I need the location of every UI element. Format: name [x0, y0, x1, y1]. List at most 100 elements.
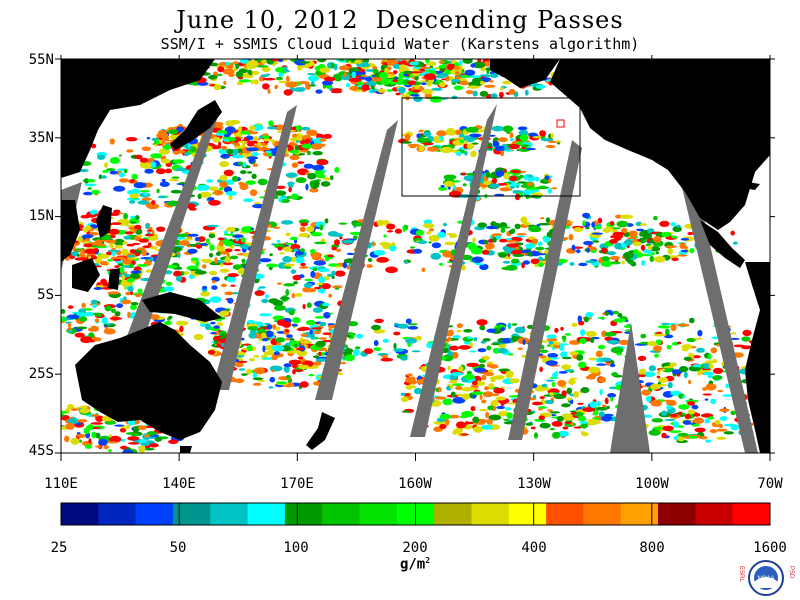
cloud-patch	[598, 376, 606, 383]
cloud-patch	[160, 158, 171, 164]
cloud-patch	[472, 90, 478, 97]
cloud-patch	[135, 293, 141, 298]
cloud-patch	[227, 273, 239, 278]
cloud-patch	[545, 379, 555, 382]
cloud-patch	[387, 66, 392, 71]
cloud-patch	[134, 224, 142, 230]
cloud-patch	[653, 333, 667, 337]
cloud-patch	[331, 275, 335, 279]
cloud-patch	[537, 241, 543, 246]
cloud-patch	[95, 415, 104, 422]
cloud-patch	[570, 377, 578, 380]
cloud-patch	[517, 347, 523, 350]
location-marker	[556, 119, 565, 128]
cloud-patch	[223, 233, 236, 236]
cloud-patch	[438, 81, 446, 88]
colorbar-swatch	[322, 503, 361, 525]
cloud-patch	[535, 84, 546, 89]
cloud-patch	[485, 225, 498, 230]
cloud-patch	[408, 88, 412, 91]
cloud-patch	[444, 178, 454, 182]
cloud-patch	[79, 405, 88, 409]
cloud-patch	[433, 135, 441, 142]
cloud-patch	[339, 236, 343, 240]
cloud-patch	[224, 248, 233, 253]
cloud-patch	[467, 242, 477, 249]
cloud-patch	[439, 423, 447, 430]
cloud-patch	[245, 135, 254, 141]
cloud-patch	[612, 231, 625, 237]
land-australia	[75, 322, 222, 440]
cloud-patch	[105, 251, 113, 256]
cloud-patch	[687, 401, 695, 406]
cloud-patch	[514, 223, 521, 230]
cloud-patch	[670, 222, 677, 227]
cloud-patch	[246, 344, 253, 352]
cloud-patch	[641, 260, 646, 266]
cloud-patch	[107, 441, 119, 444]
cloud-patch	[236, 355, 245, 358]
cloud-patch	[298, 274, 305, 279]
cloud-patch	[137, 200, 149, 205]
cloud-patch	[218, 240, 224, 247]
cloud-patch	[672, 421, 680, 428]
cloud-patch	[539, 396, 545, 400]
cloud-patch	[488, 414, 502, 421]
cloud-patch	[400, 396, 409, 402]
cloud-patch	[416, 133, 422, 139]
cloud-patch	[582, 220, 586, 227]
cloud-patch	[460, 172, 467, 176]
colorbar-tick-label: 25	[50, 540, 68, 556]
cloud-patch	[353, 235, 358, 240]
cloud-patch	[78, 308, 86, 313]
cloud-patch	[578, 262, 588, 267]
cloud-patch	[413, 96, 423, 102]
cloud-patch	[454, 62, 460, 67]
cloud-patch	[289, 154, 300, 161]
cloud-patch	[582, 407, 596, 412]
cloud-patch	[402, 225, 406, 233]
cloud-patch	[502, 260, 511, 264]
cloud-patch	[482, 391, 494, 398]
cloud-patch	[168, 178, 179, 182]
cloud-patch	[98, 174, 103, 180]
cloud-patch	[604, 332, 617, 337]
cloud-patch	[305, 60, 314, 68]
swath-gap	[315, 120, 398, 400]
cloud-patch	[466, 362, 480, 367]
cloud-patch	[334, 239, 340, 246]
cloud-patch	[156, 188, 160, 194]
cloud-patch	[564, 421, 572, 424]
cloud-patch	[493, 387, 505, 394]
cloud-patch	[638, 374, 646, 378]
cloud-patch	[464, 140, 468, 145]
cloud-patch	[506, 131, 511, 134]
cloud-patch	[108, 434, 112, 438]
cloud-patch	[322, 332, 332, 336]
cloud-patch	[328, 293, 333, 298]
cloud-patch	[435, 400, 441, 407]
cloud-patch	[689, 317, 695, 324]
cloud-patch	[129, 193, 140, 199]
cloud-patch	[665, 328, 670, 336]
cloud-patch	[530, 258, 540, 265]
cloud-patch	[163, 286, 175, 292]
cloud-patch	[597, 316, 606, 319]
cloud-patch	[498, 91, 504, 98]
cloud-patch	[321, 283, 331, 290]
cloud-patch	[613, 318, 626, 323]
cloud-patch	[659, 220, 670, 227]
cloud-patch	[225, 226, 236, 232]
cloud-patch	[595, 407, 608, 411]
cloud-patch	[733, 241, 738, 245]
cloud-patch	[257, 379, 266, 382]
cloud-patch	[298, 219, 310, 225]
cloud-patch	[451, 78, 460, 83]
cloud-patch	[538, 408, 543, 411]
cloud-patch	[472, 416, 480, 424]
cloud-patch	[125, 137, 138, 142]
cloud-patch	[621, 228, 628, 234]
cloud-patch	[298, 266, 309, 269]
cloud-patch	[285, 289, 290, 296]
cloud-patch	[585, 330, 597, 337]
